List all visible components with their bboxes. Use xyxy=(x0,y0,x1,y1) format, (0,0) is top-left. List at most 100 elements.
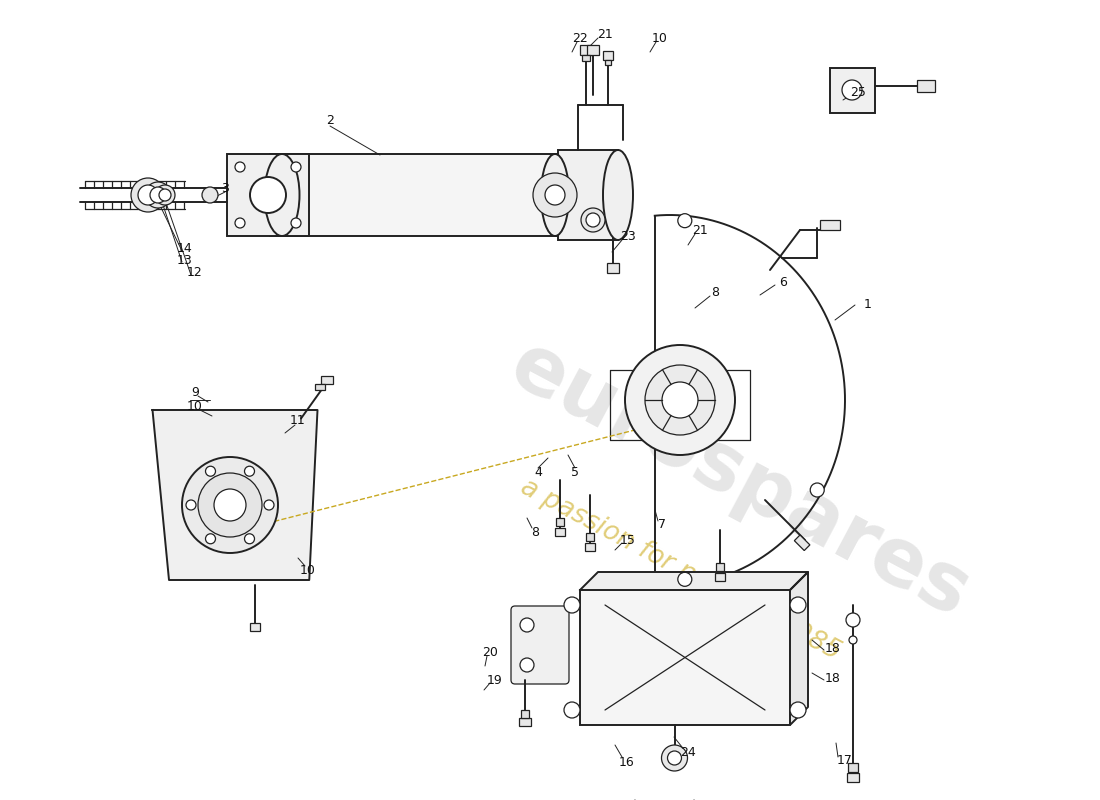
Bar xyxy=(521,710,529,718)
Text: 3: 3 xyxy=(221,182,229,194)
Circle shape xyxy=(186,500,196,510)
Polygon shape xyxy=(580,572,808,590)
Circle shape xyxy=(138,185,158,205)
Circle shape xyxy=(846,613,860,627)
Circle shape xyxy=(202,187,218,203)
Circle shape xyxy=(564,702,580,718)
Circle shape xyxy=(292,218,301,228)
Circle shape xyxy=(160,189,170,201)
Text: 10: 10 xyxy=(300,563,316,577)
Text: 15: 15 xyxy=(620,534,636,546)
Bar xyxy=(794,535,810,550)
Circle shape xyxy=(849,636,857,644)
Text: 22: 22 xyxy=(572,31,587,45)
Circle shape xyxy=(662,382,698,418)
Text: 21: 21 xyxy=(597,29,613,42)
Circle shape xyxy=(668,751,682,765)
Circle shape xyxy=(155,185,175,205)
Bar xyxy=(607,263,619,273)
Circle shape xyxy=(842,80,862,100)
Text: 19: 19 xyxy=(487,674,503,686)
Ellipse shape xyxy=(264,154,299,236)
Text: 24: 24 xyxy=(680,746,696,758)
Ellipse shape xyxy=(541,154,569,236)
Bar xyxy=(830,68,874,113)
Bar xyxy=(603,51,613,60)
Text: 14: 14 xyxy=(177,242,192,254)
Bar xyxy=(716,563,724,571)
Text: 17: 17 xyxy=(837,754,852,766)
Circle shape xyxy=(520,658,534,672)
Circle shape xyxy=(678,572,692,586)
Circle shape xyxy=(264,500,274,510)
Polygon shape xyxy=(153,410,318,580)
Bar xyxy=(556,528,565,536)
Bar xyxy=(580,45,592,55)
Bar xyxy=(586,533,594,541)
Bar xyxy=(270,154,560,236)
Circle shape xyxy=(790,597,806,613)
Text: 16: 16 xyxy=(619,755,635,769)
Text: 4: 4 xyxy=(535,466,542,478)
Bar xyxy=(587,45,600,55)
Text: 12: 12 xyxy=(187,266,202,278)
Circle shape xyxy=(645,365,715,435)
Circle shape xyxy=(544,185,565,205)
Bar xyxy=(227,154,309,236)
Polygon shape xyxy=(790,572,808,725)
Text: 11: 11 xyxy=(290,414,306,426)
Circle shape xyxy=(206,466,216,476)
FancyBboxPatch shape xyxy=(512,606,569,684)
Text: 8: 8 xyxy=(711,286,719,298)
Circle shape xyxy=(145,182,170,208)
Bar xyxy=(556,518,564,526)
Bar xyxy=(582,55,590,61)
Text: 10: 10 xyxy=(652,31,668,45)
Bar xyxy=(715,573,725,581)
Text: 7: 7 xyxy=(658,518,666,531)
Circle shape xyxy=(292,162,301,172)
Text: a passion for porsche 1985: a passion for porsche 1985 xyxy=(516,474,845,666)
Text: 18: 18 xyxy=(825,642,840,654)
Bar xyxy=(917,80,935,92)
Circle shape xyxy=(661,745,688,771)
Bar xyxy=(558,150,618,240)
Text: 2: 2 xyxy=(326,114,334,126)
Text: 23: 23 xyxy=(620,230,636,242)
Text: 6: 6 xyxy=(779,275,786,289)
Circle shape xyxy=(534,173,578,217)
Bar xyxy=(848,763,858,772)
Text: 9: 9 xyxy=(191,386,199,399)
Circle shape xyxy=(198,473,262,537)
Text: 18: 18 xyxy=(825,671,840,685)
Circle shape xyxy=(581,208,605,232)
Circle shape xyxy=(520,618,534,632)
Bar xyxy=(585,543,595,551)
Bar xyxy=(605,60,610,65)
Text: 20: 20 xyxy=(482,646,498,658)
Text: 1: 1 xyxy=(865,298,872,311)
Bar xyxy=(519,718,531,726)
Text: eurospares: eurospares xyxy=(497,326,983,634)
Circle shape xyxy=(250,177,286,213)
Circle shape xyxy=(182,457,278,553)
Bar xyxy=(250,623,260,631)
Bar xyxy=(321,375,333,383)
Circle shape xyxy=(244,466,254,476)
Circle shape xyxy=(790,702,806,718)
Circle shape xyxy=(586,213,600,227)
Text: 5: 5 xyxy=(571,466,579,478)
Circle shape xyxy=(214,489,246,521)
Ellipse shape xyxy=(603,150,632,240)
Text: 21: 21 xyxy=(692,223,708,237)
Text: 25: 25 xyxy=(850,86,866,98)
Text: 10: 10 xyxy=(187,401,202,414)
Circle shape xyxy=(131,178,165,212)
Circle shape xyxy=(244,534,254,544)
Bar xyxy=(820,220,840,230)
Circle shape xyxy=(150,187,166,203)
Bar xyxy=(580,590,790,725)
Circle shape xyxy=(811,483,824,497)
Circle shape xyxy=(625,345,735,455)
Bar xyxy=(847,773,859,782)
